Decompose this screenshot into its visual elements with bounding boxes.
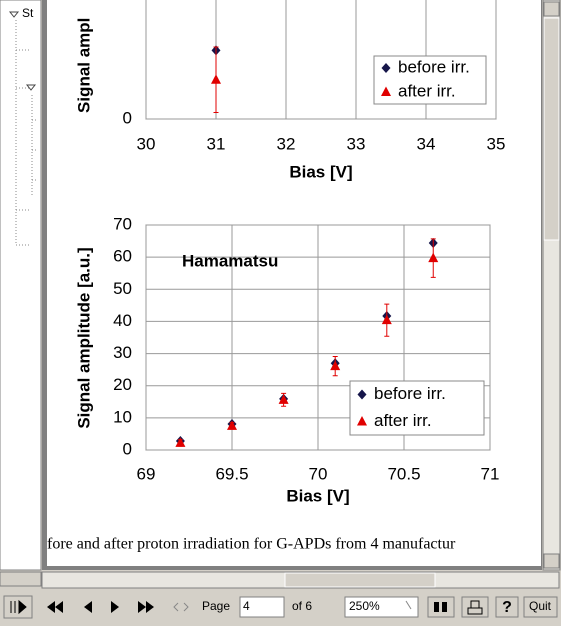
scroll-thumb[interactable] [284, 572, 436, 588]
y-axis-label: Signal amplitude [a.u.] [74, 247, 93, 428]
y-tick-label: 0 [123, 108, 132, 127]
scroll-down[interactable] [543, 553, 560, 569]
tree-lines [15, 20, 38, 246]
y-axis-label: Signal ampl [74, 18, 93, 113]
quit-button[interactable] [523, 596, 558, 618]
y-tick-label: 0 [123, 439, 132, 458]
triangle-marker [175, 437, 186, 447]
y-tick-label: 70 [113, 214, 132, 233]
y-tick-label: 40 [113, 311, 132, 330]
legend-label: after irr. [398, 81, 456, 100]
tree-label[interactable]: St [22, 6, 34, 20]
page-number[interactable]: 4 [243, 599, 250, 613]
annotation: Hamamatsu [182, 251, 278, 270]
triangle-marker [330, 360, 341, 371]
y-tick-label: 10 [113, 407, 132, 426]
x-tick-label: 70 [309, 464, 328, 483]
y-tick-label: 60 [113, 247, 132, 266]
x-tick-label: 35 [487, 134, 506, 153]
legend-label: after irr. [374, 411, 432, 430]
legend-label: before irr. [374, 384, 446, 403]
x-axis-label: Bias [V] [289, 162, 352, 181]
document: fore and after proton irradiation for G-… [47, 0, 505, 553]
tree-toggle[interactable] [8, 11, 20, 18]
x-axis-label: Bias [V] [286, 486, 349, 505]
triangle-marker [381, 314, 392, 325]
zoom-value[interactable]: 250% [349, 599, 380, 613]
triangle-marker [211, 74, 221, 84]
page-count: of 6 [292, 599, 312, 613]
icon [434, 602, 447, 612]
next-page[interactable] [111, 601, 119, 613]
scroll-thumb[interactable] [543, 17, 560, 241]
quit-label[interactable]: Quit [529, 599, 552, 613]
legend [349, 380, 485, 436]
zoom-select[interactable] [344, 596, 419, 618]
last-page[interactable] [138, 601, 154, 613]
triangle-marker [227, 420, 237, 430]
find[interactable] [427, 596, 455, 618]
toolbar: Page 4 of 6 250% ? Quit [3, 595, 558, 619]
x-tick-label: 33 [347, 134, 366, 153]
triangle-marker [428, 252, 439, 263]
triangle-marker [357, 416, 367, 426]
icon [405, 600, 412, 610]
icon [467, 600, 483, 615]
first-page[interactable] [47, 601, 63, 613]
legend-label: before irr. [398, 57, 470, 76]
sidebar [0, 0, 42, 571]
x-tick-label: 71 [481, 464, 500, 483]
x-tick-label: 69 [137, 464, 156, 483]
help[interactable] [495, 596, 519, 618]
tree-toggle[interactable] [25, 84, 37, 91]
x-tick-label: 69.5 [215, 464, 248, 483]
prev-page[interactable] [84, 601, 92, 613]
x-tick-label: 31 [207, 134, 226, 153]
scroll-up[interactable] [543, 1, 560, 17]
icon [10, 599, 27, 615]
legend [373, 55, 487, 105]
x-tick-label: 30 [137, 134, 156, 153]
x-tick-label: 32 [277, 134, 296, 153]
caption: fore and after proton irradiation for G-… [47, 536, 456, 553]
page-input[interactable] [239, 596, 285, 618]
y-tick-label: 30 [113, 343, 132, 362]
history[interactable] [173, 602, 189, 612]
triangle-marker [381, 86, 391, 96]
diamond-marker [381, 63, 391, 73]
x-tick-label: 70.5 [387, 464, 420, 483]
diamond-marker [357, 389, 367, 400]
triangle-marker [278, 394, 289, 404]
help-icon: ? [502, 599, 512, 616]
y-tick-label: 20 [113, 375, 132, 394]
x-tick-label: 34 [417, 134, 436, 153]
toggle-sidebar[interactable] [3, 595, 33, 619]
y-tick-label: 50 [113, 279, 132, 298]
sidebar-scrollbar[interactable] [0, 571, 42, 587]
page-label: Page [202, 599, 230, 613]
